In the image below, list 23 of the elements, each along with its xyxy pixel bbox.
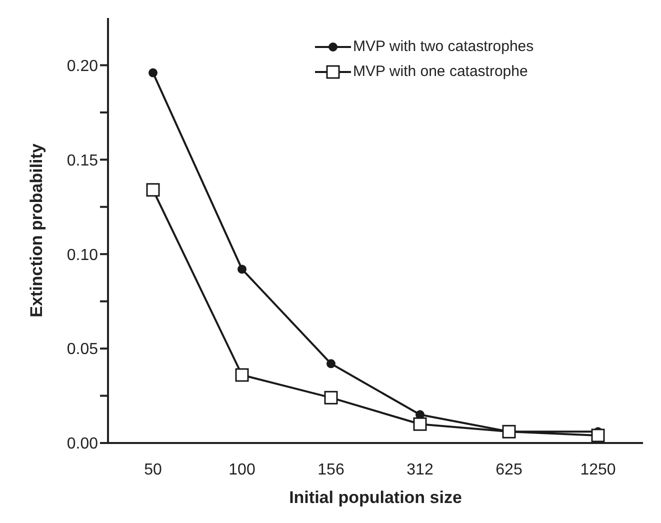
point [148,68,158,78]
x-axis-title: Initial population size [289,488,462,507]
x-tick-label: 156 [318,461,344,478]
y-tick-label: 0.10 [66,246,98,264]
point [235,368,249,382]
point [146,183,160,197]
point [591,428,605,442]
x-tick-label: 625 [496,461,522,478]
y-tick-label: 0.20 [66,58,98,75]
point [413,417,427,431]
legend-label: MVP with one catastrophe [353,63,528,80]
x-tick-label: 312 [406,461,434,478]
y-tick-label: 0.00 [66,436,98,453]
point [326,359,336,368]
point [324,390,338,404]
x-tick-label: 1250 [580,461,616,478]
legend-label: MVP with two catastrophes [353,38,534,55]
point [238,264,246,274]
x-tick-label: 50 [144,461,162,478]
y-tick-label: 0.05 [66,341,98,358]
x-tick-label: 100 [228,461,256,478]
y-tick-label: 0.15 [66,152,98,170]
y-axis-title: Extinction probability [27,143,46,318]
